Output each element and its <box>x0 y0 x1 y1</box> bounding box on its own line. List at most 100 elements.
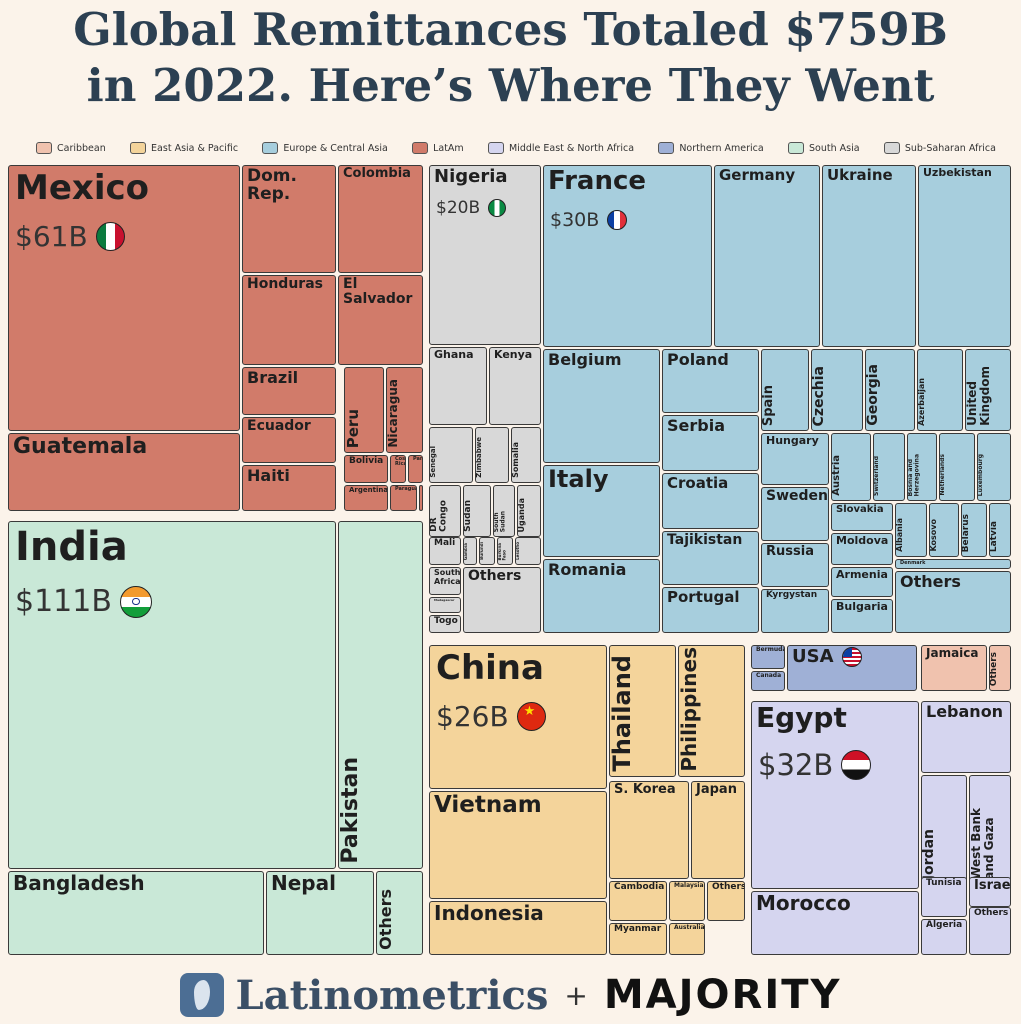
cell-south-africa: South Africa <box>429 567 461 595</box>
cell-label: Algeria <box>926 920 963 930</box>
cell-label: Switzerland <box>873 456 880 496</box>
cell-label: Others <box>376 889 395 950</box>
cell-label: Uzbekistan <box>923 166 992 179</box>
cell-nigeria: Nigeria $20B <box>429 165 541 345</box>
cell-label: Ukraine <box>827 166 893 184</box>
cell-label: El Salvador <box>343 276 413 308</box>
cell-denmark: Denmark <box>895 559 1011 569</box>
cell-label: Romania <box>548 560 627 579</box>
cell-value: $111B <box>15 584 152 619</box>
cell-label: Argentina <box>349 486 388 494</box>
cell-label: Israel <box>974 878 1011 893</box>
cell-label: Cambodia <box>614 882 665 892</box>
flag-star-icon: ★ <box>523 704 536 720</box>
cell-azerbaijan: Azerbaijan <box>917 349 963 431</box>
cell-uzbekistan: Uzbekistan <box>918 165 1011 347</box>
cell-label: Lesotho <box>515 542 520 560</box>
cell-algeria: Algeria <box>921 919 967 955</box>
cell-russia: Russia <box>761 543 829 587</box>
cell-label: Dom. Rep. <box>247 166 297 205</box>
cell-israel: Israel <box>969 877 1011 907</box>
cell-panama: Panama <box>408 455 423 483</box>
cell-label: Mexico <box>15 168 149 208</box>
cell-label: China <box>436 648 544 688</box>
legend-swatch <box>262 142 279 154</box>
cell-georgia: Georgia <box>865 349 915 431</box>
cell-bermuda: Bermuda <box>751 645 785 669</box>
flag-jm-icon <box>987 647 988 660</box>
cell-somalia: Somalia <box>511 427 541 483</box>
cell-slovakia: Slovakia <box>831 503 893 531</box>
cell-switzerland: Switzerland <box>873 433 905 501</box>
legend-item: Sub-Saharan Africa <box>883 142 996 154</box>
cell-label: Egypt <box>756 701 847 734</box>
cell-morocco: Morocco <box>751 891 919 955</box>
cell-spain: Spain <box>761 349 809 431</box>
cell-south-sudan: South Sudan <box>493 485 515 537</box>
cell-label: France <box>548 166 647 196</box>
cell-mexico: Mexico $61B <box>8 165 240 431</box>
legend-swatch <box>883 142 900 154</box>
cell-croatia: Croatia <box>662 473 759 529</box>
cell-label: Sudan <box>463 500 473 532</box>
cell-kenya: Kenya <box>489 347 541 425</box>
cell-label: Guatemala <box>13 434 148 459</box>
cell-label: Georgia <box>865 364 881 426</box>
cell-value: $20B <box>436 198 507 218</box>
cell-label: Pakistan <box>338 757 363 864</box>
cell-label: Thailand <box>609 655 636 772</box>
cell-indonesia: Indonesia <box>429 901 607 955</box>
cell-label: Moldova <box>836 534 889 547</box>
cell-brazil: Brazil <box>242 367 336 415</box>
chart-title: Global Remittances Totaled $759B in 2022… <box>0 2 1021 114</box>
legend-swatch <box>130 142 147 154</box>
cell-label: West Bank and Gaza <box>969 808 996 880</box>
cell-argentina: Argentina <box>344 485 388 511</box>
cell-label: Azerbaijan <box>917 378 926 426</box>
cell-label: Paraguay <box>395 486 416 492</box>
cell-hungary: Hungary <box>761 433 829 485</box>
cell-kyrgystan: Kyrgystan <box>761 589 829 633</box>
cell-label: Madagascar <box>434 598 455 602</box>
cell-vietnam: Vietnam <box>429 791 607 899</box>
cell-luxembourg: Luxembourg <box>977 433 1011 501</box>
legend-item: Europe & Central Asia <box>262 142 388 154</box>
cell-label: Bangladesh <box>13 871 145 895</box>
cell-india: India $111B <box>8 521 336 869</box>
cell-label: Ecuador <box>247 418 311 434</box>
cell-jordan: Jordan <box>921 775 967 885</box>
cell-label: Bolivia <box>349 456 384 466</box>
cell-label: Albania <box>895 518 904 552</box>
cell-label: Netherlands <box>939 454 946 496</box>
legend-label: Europe & Central Asia <box>283 142 388 154</box>
cell-ukraine: Ukraine <box>822 165 916 347</box>
cell-label: Austria <box>831 455 842 496</box>
cell-australia: Australia <box>669 923 705 955</box>
cell-label: Armenia <box>836 568 888 581</box>
cell-paraguay: Paraguay <box>390 485 417 511</box>
cell-label: Sweden <box>766 488 828 504</box>
cell-tajikistan: Tajikistan <box>662 531 759 585</box>
legend-swatch <box>658 142 675 154</box>
cell-label: Brazil <box>247 368 299 387</box>
cell-label: Vietnam <box>434 792 542 818</box>
flag-canton-icon <box>842 648 852 657</box>
legend-item: Northern America <box>658 142 764 154</box>
cell-value-text: $32B <box>758 748 834 782</box>
cell-label: Bermuda <box>756 646 785 653</box>
legend-label: Caribbean <box>57 142 106 154</box>
latinometrics-logo-icon <box>179 973 224 1017</box>
cell-label: Kosovo <box>929 519 938 552</box>
cell-label: Morocco <box>756 891 851 915</box>
cell-burkina-faso: Burkina Faso <box>497 537 513 565</box>
legend-label: East Asia & Pacific <box>151 142 239 154</box>
legend: Caribbean East Asia & Pacific Europe & Cen… <box>36 138 996 158</box>
cell-label: Canada <box>756 672 782 679</box>
cell-label: Burkina Faso <box>497 542 507 560</box>
cell-label: Others <box>468 568 522 584</box>
cell-label: Tunisia <box>926 878 962 888</box>
cell-label: Kyrgystan <box>766 590 818 600</box>
cell-label: Nigeria <box>434 166 508 187</box>
cell-peru: Peru <box>344 367 384 453</box>
footer: Latinometrics + MAJORITY <box>0 966 1021 1024</box>
